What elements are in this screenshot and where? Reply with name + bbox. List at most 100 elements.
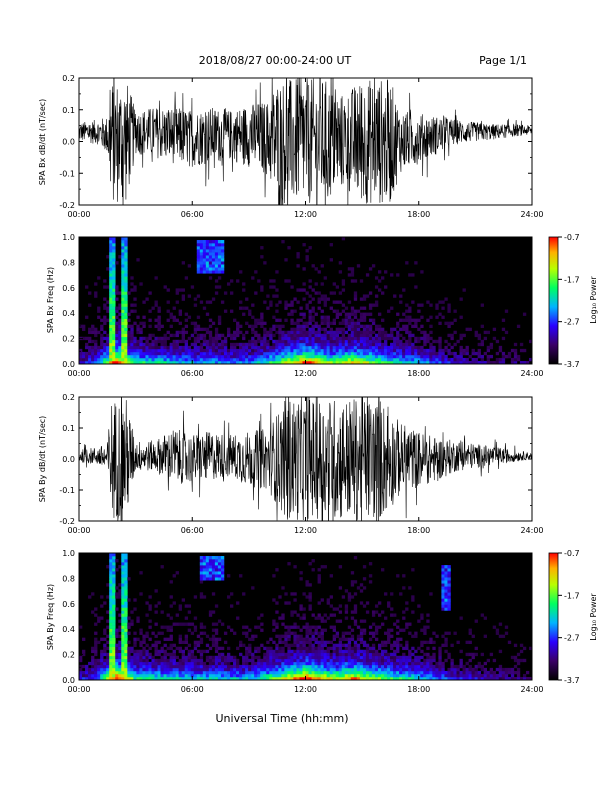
spectrogram-cell <box>284 667 288 672</box>
spectrogram-cell <box>317 634 321 638</box>
spectrogram-cell <box>399 673 403 678</box>
spectrogram-cell <box>311 658 315 663</box>
spectrogram-cell <box>308 670 312 675</box>
spectrogram-cell <box>293 321 297 325</box>
spectrogram-cell <box>384 661 388 666</box>
spectrogram-cell <box>239 670 243 675</box>
spectrogram-cell <box>377 354 382 359</box>
spectrogram-cell <box>402 324 406 329</box>
spectrogram-cell <box>513 676 518 681</box>
spectrogram-cell <box>88 291 92 295</box>
spectrogram-cell <box>377 601 382 605</box>
spectrogram-cell <box>450 676 454 681</box>
spectrogram-cell <box>353 291 358 295</box>
spectrogram-cell <box>359 345 364 350</box>
spectrogram-cell <box>314 312 318 316</box>
spectrogram-cell <box>396 667 400 672</box>
spectrogram-cell <box>175 318 179 322</box>
spectrogram-cell <box>214 622 219 626</box>
spectrogram-cell <box>305 354 309 359</box>
spectrogram-cell <box>326 667 330 672</box>
spectrogram-cell <box>429 670 433 675</box>
spectrogram-cell <box>302 312 306 316</box>
spectrogram-cell <box>82 676 86 681</box>
spectrogram-cell <box>302 330 306 335</box>
spectrogram-cell <box>368 625 373 629</box>
spectrogram-cell <box>384 333 388 338</box>
spectrogram-cell <box>335 345 340 350</box>
spectrogram-cell <box>109 240 113 244</box>
spectrogram-cell <box>208 267 213 271</box>
spectrogram-cell <box>151 661 155 666</box>
spectrogram-cell <box>326 670 330 675</box>
spectrogram-cell <box>429 342 433 347</box>
spectrogram-cell <box>139 342 143 347</box>
spectrogram-cell <box>121 583 125 587</box>
spectrogram-cell <box>157 351 161 356</box>
spectrogram-cell <box>359 279 364 283</box>
spectrogram-cell <box>151 345 155 350</box>
spectrogram-cell <box>447 574 451 578</box>
spectrogram-cell <box>202 267 207 271</box>
spectrogram-cell <box>139 628 143 632</box>
spectrogram-cell <box>308 658 312 663</box>
spectrogram-cell <box>272 342 276 347</box>
spectrogram-cell <box>296 300 300 304</box>
spectrogram-cell <box>130 351 134 356</box>
spectrogram-cell <box>323 333 327 338</box>
spectrogram-cell <box>148 360 152 365</box>
spectrogram-cell <box>320 658 324 663</box>
spectrogram-cell <box>239 574 243 578</box>
spectrogram-cell <box>377 613 382 617</box>
spectrogram-cell <box>350 273 355 277</box>
spectrogram-cell <box>510 357 515 362</box>
spectrogram-cell <box>275 339 279 344</box>
spectrogram-cell <box>293 598 297 602</box>
spectrogram-cell <box>257 336 261 341</box>
spectrogram-cell <box>293 667 297 672</box>
spectrogram-cell <box>329 243 333 247</box>
spectrogram-cell <box>368 655 373 660</box>
dbdt-series-line <box>79 78 532 205</box>
spectrogram-cell <box>251 586 255 590</box>
spectrogram-cell <box>88 348 92 353</box>
spectrogram-cell <box>320 360 324 365</box>
spectrogram-cell <box>387 673 391 678</box>
spectrogram-cell <box>103 342 107 347</box>
spectrogram-cell <box>323 649 327 654</box>
spectrogram-cell <box>230 670 234 675</box>
spectrogram-cell <box>296 670 300 675</box>
spectrogram-cell <box>302 646 306 651</box>
spectrogram-cell <box>193 342 198 347</box>
spectrogram-cell <box>148 354 152 359</box>
spectrogram-cell <box>214 673 219 678</box>
spectrogram-cell <box>377 643 382 648</box>
spectrogram-cell <box>347 345 352 350</box>
spectrogram-cell <box>214 637 219 641</box>
spectrogram-cell <box>94 676 98 681</box>
spectrogram-cell <box>226 673 231 678</box>
spectrogram-cell <box>344 607 349 611</box>
spectrogram-cell <box>356 676 361 681</box>
spectrogram-cell <box>296 357 300 362</box>
spectrogram-cell <box>112 649 116 654</box>
spectrogram-cell <box>299 664 303 669</box>
spectrogram-cell <box>260 315 264 319</box>
spectrogram-cell <box>353 676 358 681</box>
spectrogram-cell <box>362 628 367 632</box>
spectrogram-cell <box>381 336 385 341</box>
spectrogram-cell <box>489 354 494 359</box>
spectrogram-cell <box>106 309 110 313</box>
spectrogram-cell <box>157 631 161 635</box>
spectrogram-cell <box>245 351 249 356</box>
spectrogram-cell <box>396 348 400 353</box>
spectrogram-cell <box>311 327 315 332</box>
spectrogram-cell <box>353 649 358 654</box>
spectrogram-cell <box>226 595 231 599</box>
spectrogram-cell <box>326 676 330 681</box>
spectrogram-cell <box>293 565 297 569</box>
spectrogram-cell <box>157 321 161 325</box>
spectrogram-cell <box>465 348 469 353</box>
spectrogram-cell <box>338 300 343 304</box>
spectrogram-cell <box>148 607 152 611</box>
